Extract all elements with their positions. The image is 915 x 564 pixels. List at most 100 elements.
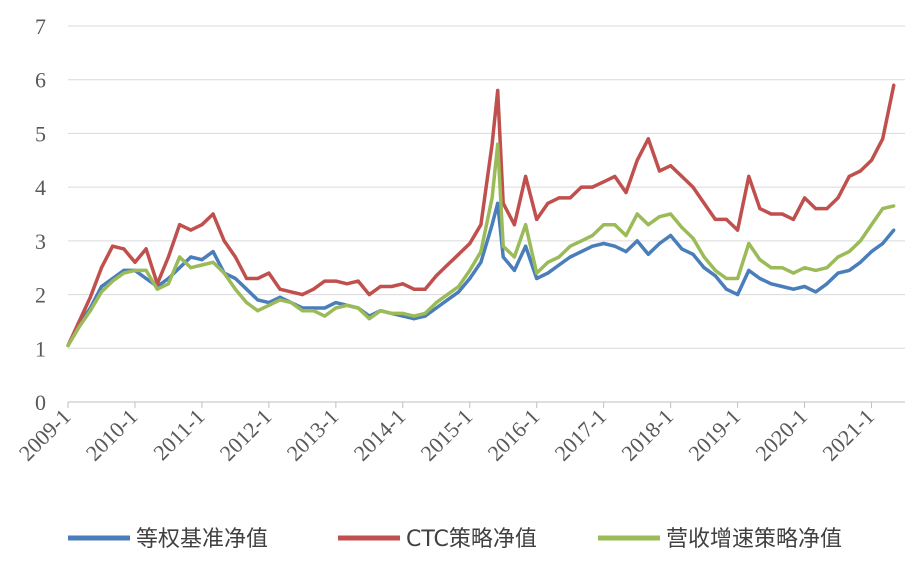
data-point — [869, 250, 874, 254]
data-point — [769, 266, 773, 270]
data-point — [657, 215, 662, 219]
data-point — [512, 255, 517, 259]
data-point — [613, 174, 617, 178]
x-tick-label: 2016-1 — [483, 404, 545, 466]
data-point — [256, 276, 260, 281]
data-point — [713, 274, 717, 278]
data-point — [657, 241, 662, 246]
data-point — [189, 266, 193, 270]
data-point — [590, 244, 595, 248]
data-point — [278, 287, 282, 291]
data-point — [211, 250, 215, 254]
legend-label: CTC策略净值 — [406, 527, 537, 552]
data-point — [590, 185, 595, 189]
data-point — [512, 268, 517, 272]
data-point — [557, 196, 561, 200]
data-point — [669, 164, 673, 168]
data-point — [579, 185, 584, 189]
data-point — [858, 260, 863, 264]
data-point — [496, 142, 500, 146]
data-point — [713, 217, 717, 221]
data-point — [345, 303, 349, 307]
data-point — [133, 260, 137, 264]
data-point — [367, 293, 371, 297]
data-point — [724, 276, 729, 281]
data-point — [445, 263, 449, 267]
data-point — [724, 287, 729, 291]
y-tick-label: 6 — [35, 68, 46, 93]
data-point — [189, 255, 193, 259]
data-point — [412, 314, 416, 318]
legend-label: 等权基准净值 — [136, 527, 268, 552]
data-point — [836, 255, 840, 259]
data-point — [144, 268, 148, 272]
data-point — [892, 204, 896, 208]
data-point — [99, 284, 104, 289]
x-tick-label: 2012-1 — [215, 404, 277, 466]
data-point — [390, 284, 394, 289]
data-point — [88, 309, 92, 313]
data-point — [769, 282, 773, 286]
data-point — [524, 223, 528, 227]
data-point — [524, 244, 528, 248]
y-tick-label: 3 — [35, 229, 46, 254]
data-point — [579, 250, 584, 254]
data-point — [669, 212, 673, 216]
data-point — [780, 212, 784, 216]
data-point — [323, 314, 327, 318]
data-point — [200, 258, 204, 262]
x-tick-label: 2021-1 — [817, 404, 879, 466]
data-point — [613, 223, 617, 227]
data-point — [780, 266, 784, 270]
data-point — [496, 201, 500, 205]
data-point — [457, 290, 461, 294]
data-point — [378, 284, 383, 289]
data-point — [881, 241, 885, 246]
data-point — [691, 185, 695, 189]
data-point — [646, 137, 650, 141]
data-point — [490, 223, 494, 227]
data-point — [490, 142, 494, 146]
data-point — [892, 83, 896, 87]
data-point — [892, 228, 896, 232]
data-point — [747, 174, 751, 178]
data-point — [278, 298, 282, 302]
x-axis-ticks: 2009-1 2010-1 2011-1 2012-1 2013-1 2014-1 2015… — [14, 402, 879, 466]
data-point — [803, 266, 807, 270]
series-line-2 — [66, 142, 895, 347]
data-point — [736, 293, 740, 297]
data-point — [178, 223, 182, 227]
data-point — [423, 311, 427, 315]
data-point — [233, 276, 237, 281]
data-point — [780, 284, 784, 289]
data-point — [869, 223, 874, 227]
data-point — [758, 207, 762, 211]
data-point — [546, 271, 550, 275]
data-point — [858, 169, 863, 173]
data-point — [278, 295, 282, 299]
data-point — [791, 271, 796, 275]
y-tick-label: 5 — [35, 121, 46, 146]
data-point — [245, 287, 249, 291]
data-point — [222, 271, 226, 275]
data-point — [646, 223, 650, 227]
data-point — [445, 298, 449, 302]
data-point — [814, 268, 818, 272]
data-point — [635, 212, 639, 216]
data-point — [479, 250, 483, 254]
data-point — [602, 223, 606, 227]
data-point — [546, 260, 550, 264]
data-point — [66, 344, 70, 348]
data-point — [434, 301, 438, 305]
series-line-0 — [66, 201, 896, 347]
data-point — [557, 255, 561, 259]
data-point — [77, 319, 81, 323]
data-point — [501, 244, 505, 248]
legend-label: 营收增速策略净值 — [666, 527, 842, 552]
data-point — [256, 309, 260, 313]
data-point — [99, 266, 104, 270]
data-point — [836, 271, 840, 275]
data-point — [166, 255, 170, 259]
data-point — [535, 271, 539, 275]
data-point — [334, 279, 338, 283]
